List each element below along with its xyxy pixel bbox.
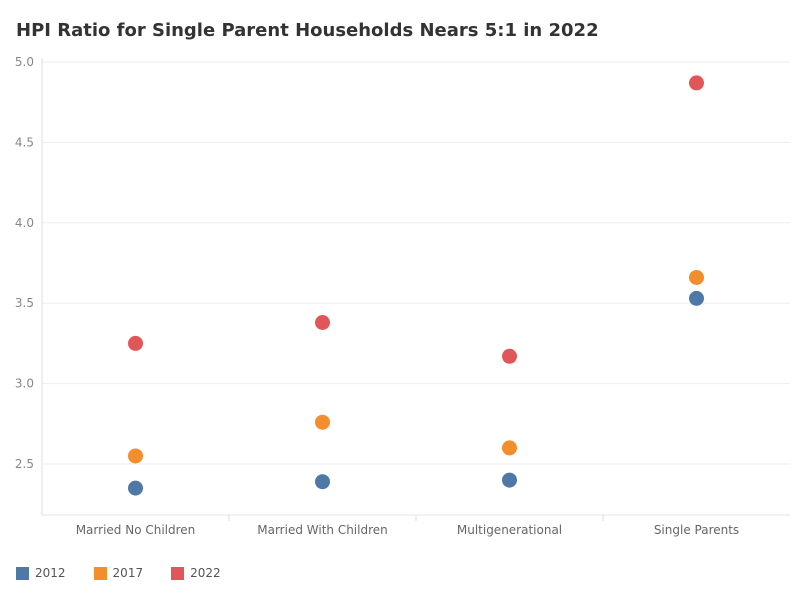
data-point-2022[interactable] xyxy=(502,348,517,364)
data-point-2012[interactable] xyxy=(689,290,704,306)
y-axis-ticks: 2.5 3.0 3.5 4.0 4.5 5.0 xyxy=(15,55,34,471)
y-tick-label: 3.5 xyxy=(15,296,34,310)
x-tick-label: Married No Children xyxy=(76,523,196,537)
x-tick-label: Married With Children xyxy=(257,523,388,537)
y-tick-label: 3.0 xyxy=(15,377,34,391)
data-point-2017[interactable] xyxy=(315,414,330,430)
data-point-2017[interactable] xyxy=(502,440,517,456)
legend-label: 2017 xyxy=(112,566,144,580)
data-point-2012[interactable] xyxy=(128,480,143,496)
data-point-2017[interactable] xyxy=(689,269,704,285)
legend: 2012 2017 2022 xyxy=(16,566,221,580)
data-point-2022[interactable] xyxy=(689,75,704,91)
data-point-2022[interactable] xyxy=(315,314,330,330)
legend-item-2022[interactable]: 2022 xyxy=(171,566,221,580)
data-point-2012[interactable] xyxy=(502,472,517,488)
y-tick-label: 5.0 xyxy=(15,55,34,69)
legend-swatch xyxy=(171,566,185,580)
y-tick-label: 4.5 xyxy=(15,135,34,149)
legend-swatch xyxy=(16,566,29,580)
x-axis-ticks: Married No Children Married With Children… xyxy=(76,523,739,537)
data-point-2012[interactable] xyxy=(315,474,330,490)
legend-item-2012[interactable]: 2012 xyxy=(16,566,66,580)
legend-label: 2012 xyxy=(35,566,66,580)
axes xyxy=(41,58,790,521)
data-point-2017[interactable] xyxy=(128,448,143,464)
x-tick-label: Multigenerational xyxy=(457,523,562,537)
y-tick-label: 4.0 xyxy=(15,216,34,230)
legend-item-2017[interactable]: 2017 xyxy=(93,566,144,580)
legend-swatch xyxy=(93,566,107,580)
legend-label: 2022 xyxy=(190,566,221,580)
data-point-2022[interactable] xyxy=(128,335,143,351)
data-points xyxy=(128,75,704,496)
gridlines xyxy=(42,61,790,465)
chart-title: HPI Ratio for Single Parent Households N… xyxy=(16,20,599,41)
x-tick-label: Single Parents xyxy=(654,523,739,537)
y-tick-label: 2.5 xyxy=(15,457,34,471)
